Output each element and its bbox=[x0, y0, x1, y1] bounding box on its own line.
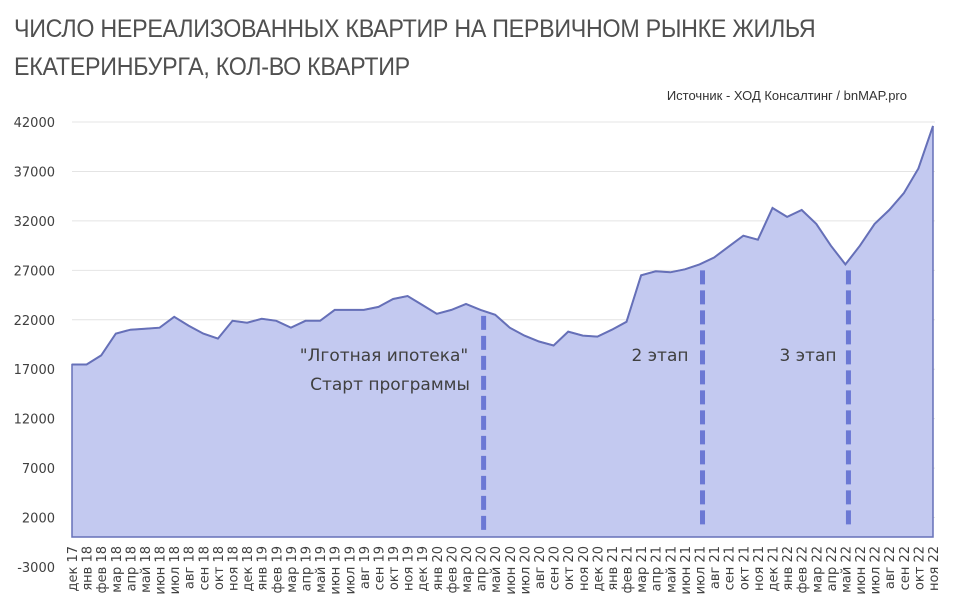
x-tick-label: ноя 18 bbox=[227, 546, 242, 591]
y-tick-label: 42000 bbox=[14, 116, 55, 131]
event-markers bbox=[481, 270, 851, 530]
x-tick-label: июл 22 bbox=[869, 546, 884, 594]
x-tick-label: май 21 bbox=[664, 546, 679, 593]
annotation-program-start: Старт программы bbox=[310, 375, 470, 395]
y-tick-label: 7000 bbox=[22, 462, 55, 477]
x-tick-label: янв 20 bbox=[431, 546, 446, 591]
x-tick-label: авг 21 bbox=[708, 546, 723, 589]
x-tick-label: фев 21 bbox=[621, 546, 636, 593]
x-tick-label: авг 19 bbox=[358, 546, 373, 589]
x-tick-label: июл 21 bbox=[694, 546, 709, 594]
annotation-stage2: 2 этап bbox=[632, 346, 689, 366]
x-tick-label: авг 18 bbox=[183, 546, 198, 589]
x-tick-label: апр 20 bbox=[475, 546, 490, 591]
x-tick-label: дек 18 bbox=[241, 546, 256, 592]
x-tick-label: авг 22 bbox=[883, 546, 898, 589]
y-tick-label: 32000 bbox=[14, 215, 55, 230]
chart-title: ЧИСЛО НЕРЕАЛИЗОВАННЫХ КВАРТИР НА ПЕРВИЧН… bbox=[14, 10, 879, 86]
x-tick-label: фев 18 bbox=[95, 546, 110, 593]
x-tick-label: июн 20 bbox=[504, 546, 519, 595]
x-tick-label: апр 22 bbox=[825, 546, 840, 591]
y-tick-label: 12000 bbox=[14, 413, 55, 428]
x-tick-label: окт 19 bbox=[387, 546, 402, 590]
y-tick-label: 17000 bbox=[14, 363, 55, 378]
x-tick-label: мар 21 bbox=[635, 546, 650, 593]
x-tick-label: янв 21 bbox=[606, 546, 621, 591]
x-tick-label: янв 18 bbox=[81, 546, 96, 591]
x-tick-label: мар 20 bbox=[460, 546, 475, 593]
x-tick-label: сен 20 bbox=[548, 546, 563, 590]
x-tick-label: дек 21 bbox=[766, 546, 781, 592]
y-tick-label: 27000 bbox=[14, 264, 55, 279]
chart-title-line2: ЕКАТЕРИНБУРГА, КОЛ-ВО КВАРТИР bbox=[14, 53, 410, 81]
x-tick-label: ноя 20 bbox=[577, 546, 592, 591]
x-tick-label: ноя 19 bbox=[402, 546, 417, 591]
x-tick-label: окт 21 bbox=[737, 546, 752, 590]
x-tick-label: окт 18 bbox=[212, 546, 227, 590]
y-tick-label: 22000 bbox=[14, 314, 55, 329]
x-tick-label: сен 19 bbox=[372, 546, 387, 590]
x-tick-label: июн 21 bbox=[679, 546, 694, 595]
x-tick-label: апр 19 bbox=[299, 546, 314, 591]
x-tick-label: окт 22 bbox=[912, 546, 927, 590]
chart-title-line1: ЧИСЛО НЕРЕАЛИЗОВАННЫХ КВАРТИР НА ПЕРВИЧН… bbox=[14, 15, 816, 43]
x-tick-label: июл 19 bbox=[343, 546, 358, 594]
x-tick-label: апр 21 bbox=[650, 546, 665, 591]
x-tick-label: фев 22 bbox=[796, 546, 811, 593]
x-tick-label: фев 19 bbox=[270, 546, 285, 593]
x-tick-label: мар 19 bbox=[285, 546, 300, 593]
x-tick-label: фев 20 bbox=[445, 546, 460, 593]
x-tick-label: ноя 21 bbox=[752, 546, 767, 591]
x-tick-label: дек 20 bbox=[591, 546, 606, 592]
x-tick-label: сен 21 bbox=[723, 546, 738, 590]
x-tick-label: май 19 bbox=[314, 546, 329, 593]
x-tick-label: май 18 bbox=[139, 546, 154, 593]
annotation-program-title: "Лготная ипотека" bbox=[300, 346, 468, 366]
x-tick-label: дек 17 bbox=[66, 546, 81, 592]
x-axis: дек 17 янв 18 фев 18 мар 18 апр 18 май 18 июн … bbox=[66, 546, 942, 595]
x-tick-label: июл 18 bbox=[168, 546, 183, 594]
y-tick-label: 2000 bbox=[22, 512, 55, 527]
x-tick-label: июн 18 bbox=[154, 546, 169, 595]
x-tick-label: дек 19 bbox=[416, 546, 431, 592]
data-line bbox=[72, 125, 934, 366]
x-tick-label: окт 20 bbox=[562, 546, 577, 590]
x-tick-label: сен 18 bbox=[197, 546, 212, 590]
x-tick-label: апр 18 bbox=[124, 546, 139, 591]
x-tick-label: янв 19 bbox=[256, 546, 271, 591]
x-tick-label: май 22 bbox=[839, 546, 854, 593]
x-tick-label: мар 18 bbox=[110, 546, 125, 593]
x-tick-label: июл 20 bbox=[518, 546, 533, 594]
x-tick-label: июн 22 bbox=[854, 546, 869, 595]
y-axis: -3000 2000 7000 12000 17000 22000 27000 32000 37… bbox=[14, 116, 55, 576]
annotation-stage3: 3 этап bbox=[780, 346, 837, 366]
x-tick-label: май 20 bbox=[489, 546, 504, 593]
x-tick-label: сен 22 bbox=[898, 546, 913, 590]
y-tick-label: -3000 bbox=[17, 561, 55, 576]
x-tick-label: янв 22 bbox=[781, 546, 796, 591]
x-tick-label: авг 20 bbox=[533, 546, 548, 589]
x-tick-label: июн 19 bbox=[329, 546, 344, 595]
y-tick-label: 37000 bbox=[14, 165, 55, 180]
x-tick-label: ноя 22 bbox=[927, 546, 942, 591]
annotations: "Лготная ипотека" Старт программы 2 этап… bbox=[300, 346, 837, 395]
x-tick-label: мар 22 bbox=[810, 546, 825, 593]
chart-source: Источник - ХОД Консалтинг / bnMAP.pro bbox=[666, 88, 907, 103]
